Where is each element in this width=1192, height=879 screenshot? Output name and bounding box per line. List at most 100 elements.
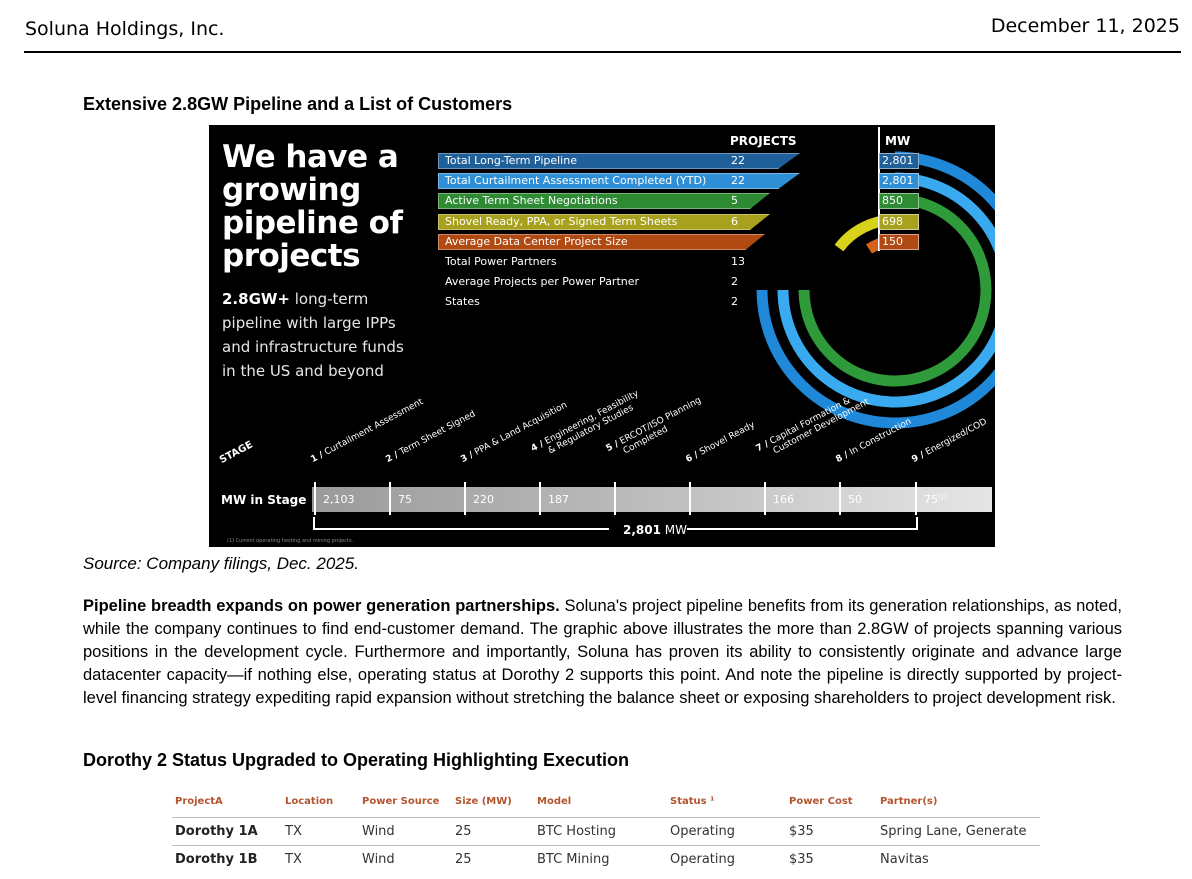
table-cell: TX xyxy=(285,852,302,867)
para-text: Soluna's project pipeline benefits from … xyxy=(83,597,1122,707)
table-cell: Spring Lane, Generate xyxy=(880,824,1027,839)
figure-title-line: growing xyxy=(222,172,361,208)
arc-term-sheets xyxy=(798,193,992,387)
stage-bar xyxy=(312,487,992,512)
table-row: Dorothy 1A TX Wind 25 BTC Hosting Operating $3… xyxy=(172,817,1040,845)
table-cell: $35 xyxy=(789,824,814,839)
table-cell: Operating xyxy=(670,852,735,867)
table-header-cell: ProjectA xyxy=(175,796,223,807)
table-cell: Wind xyxy=(362,824,395,839)
section-title-dorothy: Dorothy 2 Status Upgraded to Operating H… xyxy=(83,750,630,770)
pipeline-row: Average Data Center Project Size 150 xyxy=(438,234,919,250)
mw-band xyxy=(879,234,919,250)
row-mw: 150 xyxy=(882,235,903,248)
arc-curtailment xyxy=(756,151,995,429)
table-header-cell: Size (MW) xyxy=(455,796,512,807)
stage-divider xyxy=(839,482,841,515)
pipeline-row: Active Term Sheet Negotiations 5 850 xyxy=(438,193,919,209)
stage-divider xyxy=(915,482,917,515)
stage-divider xyxy=(464,482,466,515)
figure-source: Source: Company filings, Dec. 2025. xyxy=(83,554,359,573)
stage-mw-number: 220 xyxy=(473,493,494,506)
figure-title-line: We have a xyxy=(222,139,399,175)
row-mw: 2,801 xyxy=(882,174,914,187)
row-label: Active Term Sheet Negotiations xyxy=(445,194,618,207)
stage-divider xyxy=(614,482,616,515)
total-mw-value: 2,801 xyxy=(623,523,661,537)
table-cell: Dorothy 1B xyxy=(175,852,258,867)
mw-band xyxy=(879,214,919,230)
col-projects: PROJECTS xyxy=(730,134,797,148)
table-header-cell: Partner(s) xyxy=(880,796,938,807)
table-cell: 25 xyxy=(455,824,472,839)
stage-mw-value: 166 xyxy=(773,493,794,506)
mw-in-stage-label: MW in Stage xyxy=(221,493,307,507)
row-label: Average Data Center Project Size xyxy=(445,235,628,248)
row-projects: 13 xyxy=(731,255,745,268)
row-projects: 22 xyxy=(731,154,745,167)
stage-mw-number: 166 xyxy=(773,493,794,506)
arc-pipeline xyxy=(777,172,995,408)
table-row: Dorothy 1B TX Wind 25 BTC Mining Operating $35… xyxy=(172,845,1040,873)
stage-divider xyxy=(389,482,391,515)
pipeline-row: Total Power Partners 13 xyxy=(438,254,918,270)
stage-divider xyxy=(314,482,316,515)
table-header-cell: Location xyxy=(285,796,334,807)
total-mw-unit: MW xyxy=(660,523,688,537)
pipeline-row: Shovel Ready, PPA, or Signed Term Sheets… xyxy=(438,214,919,230)
table-cell: Operating xyxy=(670,824,735,839)
pipeline-figure: We have a growing pipeline of projects 2… xyxy=(209,125,995,547)
row-projects: 6 xyxy=(731,215,738,228)
table-cell: 25 xyxy=(455,852,472,867)
col-mw: MW xyxy=(885,134,911,148)
para-lead: Pipeline breadth expands on power genera… xyxy=(83,597,560,615)
row-label: Total Power Partners xyxy=(445,255,557,268)
table-header-cell: Power Cost xyxy=(789,796,853,807)
stage-mw-number: 75 xyxy=(924,493,938,506)
footnote-marker: (1) xyxy=(938,493,947,501)
row-projects: 22 xyxy=(731,174,745,187)
subtext-rest: long-term pipeline with large IPPs and i… xyxy=(222,290,404,380)
stage-mw-value: 75 xyxy=(398,493,412,506)
total-bracket xyxy=(313,517,918,530)
row-projects: 2 xyxy=(731,295,738,308)
figure-subtext: 2.8GW+ long-term pipeline with large IPP… xyxy=(222,287,422,383)
figure-footnote: (1) Current operating hosting and mining… xyxy=(227,538,354,544)
table-cell: BTC Hosting xyxy=(537,824,617,839)
stage-divider xyxy=(689,482,691,515)
figure-title-line: projects xyxy=(222,238,361,274)
table-cell: TX xyxy=(285,824,302,839)
pipeline-row: Average Projects per Power Partner 2 xyxy=(438,274,918,290)
table-cell: Dorothy 1A xyxy=(175,824,258,839)
stage-mw-number: 2,103 xyxy=(323,493,355,506)
table-header-cell: Model xyxy=(537,796,572,807)
stage-mw-value: 220 xyxy=(473,493,494,506)
table-cell: BTC Mining xyxy=(537,852,610,867)
table-cell: Navitas xyxy=(880,852,929,867)
total-mw: 2,801 MW xyxy=(623,523,687,537)
mw-column-rule xyxy=(878,127,880,251)
mw-band xyxy=(879,153,919,169)
mw-band xyxy=(879,173,919,189)
stage-mw-value: 2,103 xyxy=(323,493,355,506)
stage-mw-value: 50 xyxy=(848,493,862,506)
stage-mw-value: 187 xyxy=(548,493,569,506)
stage-mw-number: 50 xyxy=(848,493,862,506)
table-header-cell: Power Source xyxy=(362,796,440,807)
row-mw: 2,801 xyxy=(882,154,914,167)
row-label: Total Long-Term Pipeline xyxy=(445,154,577,167)
table-header-cell: Status ¹ xyxy=(670,796,715,807)
stage-mw-number: 187 xyxy=(548,493,569,506)
pipeline-row: Total Long-Term Pipeline 22 2,801 xyxy=(438,153,919,169)
pipeline-row: Total Curtailment Assessment Completed (… xyxy=(438,173,919,189)
row-label: Shovel Ready, PPA, or Signed Term Sheets xyxy=(445,215,678,228)
row-label: Total Curtailment Assessment Completed (… xyxy=(445,174,707,187)
figure-title-line: pipeline of xyxy=(222,205,403,241)
row-label: Average Projects per Power Partner xyxy=(445,275,640,288)
body-paragraph: Pipeline breadth expands on power genera… xyxy=(83,595,1122,710)
header-rule xyxy=(24,51,1181,53)
company-name: Soluna Holdings, Inc. xyxy=(25,18,225,40)
report-date: December 11, 2025 xyxy=(990,15,1180,37)
mw-band xyxy=(879,193,919,209)
subtext-bold: 2.8GW+ xyxy=(222,290,290,308)
